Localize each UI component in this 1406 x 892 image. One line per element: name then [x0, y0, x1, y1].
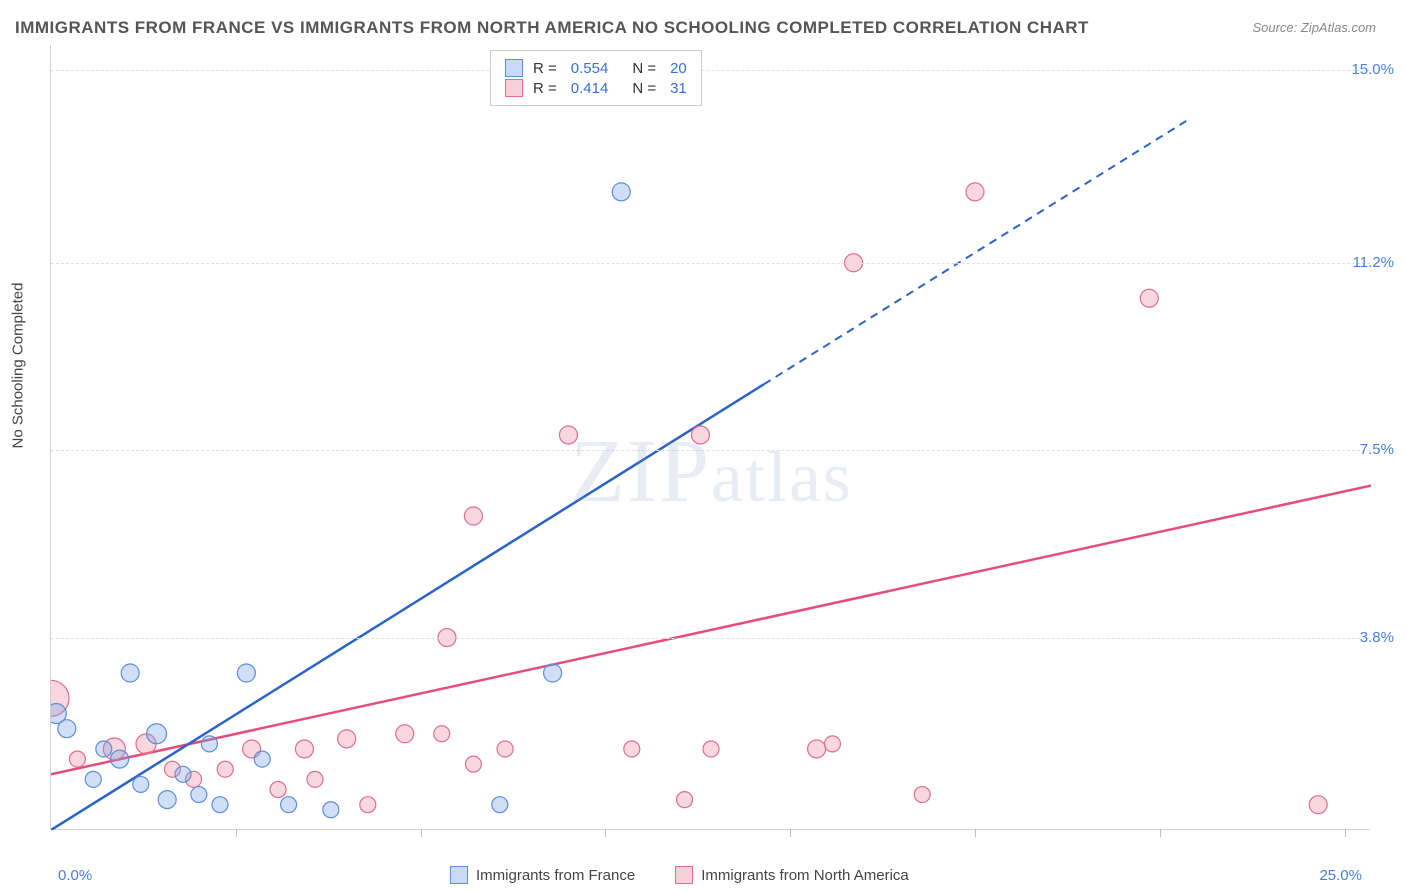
- data-point-north-america: [434, 726, 450, 742]
- data-point-north-america: [808, 740, 826, 758]
- x-tick: [236, 829, 237, 837]
- swatch-france-icon: [505, 59, 523, 77]
- chart-title: IMMIGRANTS FROM FRANCE VS IMMIGRANTS FRO…: [15, 18, 1089, 38]
- y-tick-label: 11.2%: [1353, 254, 1394, 271]
- data-point-north-america: [824, 736, 840, 752]
- data-point-north-america: [559, 426, 577, 444]
- data-point-france: [58, 720, 76, 738]
- legend-n-label: N =: [632, 80, 656, 97]
- data-point-north-america: [624, 741, 640, 757]
- data-point-france: [147, 724, 167, 744]
- legend-r-label: R =: [533, 80, 557, 97]
- data-point-north-america: [270, 781, 286, 797]
- bottom-legend: Immigrants from France Immigrants from N…: [450, 866, 909, 884]
- data-point-france: [111, 750, 129, 768]
- data-point-north-america: [360, 797, 376, 813]
- x-tick: [1345, 829, 1346, 837]
- legend-france-r: 0.554: [571, 60, 609, 77]
- legend-france-n: 20: [670, 60, 687, 77]
- x-tick: [1160, 829, 1161, 837]
- data-point-north-america: [497, 741, 513, 757]
- data-point-north-america: [914, 787, 930, 803]
- data-point-north-america: [966, 183, 984, 201]
- data-point-france: [191, 787, 207, 803]
- y-axis-title: No Schooling Completed: [10, 283, 27, 449]
- y-tick-label: 7.5%: [1360, 441, 1394, 458]
- data-point-north-america: [338, 730, 356, 748]
- data-point-north-america: [307, 771, 323, 787]
- gridline-h: [51, 638, 1370, 639]
- data-point-north-america: [1309, 796, 1327, 814]
- trend-line-north-america: [51, 486, 1371, 775]
- x-tick: [975, 829, 976, 837]
- swatch-france-icon: [450, 866, 468, 884]
- data-point-north-america: [396, 725, 414, 743]
- y-tick-label: 3.8%: [1360, 629, 1394, 646]
- data-point-france: [175, 766, 191, 782]
- data-point-france: [492, 797, 508, 813]
- data-point-france: [281, 797, 297, 813]
- data-point-france: [201, 736, 217, 752]
- gridline-h: [51, 450, 1370, 451]
- legend-row-france: R = 0.554 N = 20: [505, 59, 687, 77]
- x-max-label: 25.0%: [1319, 867, 1362, 884]
- swatch-na-icon: [505, 79, 523, 97]
- plot-area: [50, 45, 1370, 830]
- legend-row-na: R = 0.414 N = 31: [505, 79, 687, 97]
- data-point-france: [158, 791, 176, 809]
- swatch-na-icon: [675, 866, 693, 884]
- legend-r-n-box: R = 0.554 N = 20 R = 0.414 N = 31: [490, 50, 702, 106]
- data-point-france: [323, 802, 339, 818]
- gridline-h: [51, 70, 1370, 71]
- legend-na-r: 0.414: [571, 80, 609, 97]
- x-tick: [790, 829, 791, 837]
- data-point-france: [121, 664, 139, 682]
- data-point-north-america: [465, 756, 481, 772]
- data-point-north-america: [703, 741, 719, 757]
- data-point-france: [133, 776, 149, 792]
- data-point-france: [612, 183, 630, 201]
- data-point-north-america: [691, 426, 709, 444]
- data-point-france: [237, 664, 255, 682]
- source-label: Source: ZipAtlas.com: [1252, 20, 1376, 35]
- data-point-france: [254, 751, 270, 767]
- data-point-north-america: [295, 740, 313, 758]
- data-point-north-america: [464, 507, 482, 525]
- y-tick-label: 15.0%: [1351, 61, 1394, 78]
- data-point-north-america: [1140, 289, 1158, 307]
- data-point-france: [96, 741, 112, 757]
- data-point-france: [85, 771, 101, 787]
- legend-label-na: Immigrants from North America: [701, 867, 909, 884]
- gridline-h: [51, 263, 1370, 264]
- x-tick: [605, 829, 606, 837]
- data-point-france: [544, 664, 562, 682]
- trend-line-france: [51, 384, 764, 830]
- legend-item-na: Immigrants from North America: [675, 866, 909, 884]
- data-point-north-america: [677, 792, 693, 808]
- legend-item-france: Immigrants from France: [450, 866, 635, 884]
- legend-n-label: N =: [632, 60, 656, 77]
- x-tick: [421, 829, 422, 837]
- legend-r-label: R =: [533, 60, 557, 77]
- trend-line-france-extended: [764, 121, 1186, 384]
- legend-na-n: 31: [670, 80, 687, 97]
- data-point-north-america: [69, 751, 85, 767]
- data-point-france: [212, 797, 228, 813]
- scatter-svg: [51, 45, 1371, 830]
- x-min-label: 0.0%: [58, 867, 92, 884]
- data-point-north-america: [217, 761, 233, 777]
- legend-label-france: Immigrants from France: [476, 867, 635, 884]
